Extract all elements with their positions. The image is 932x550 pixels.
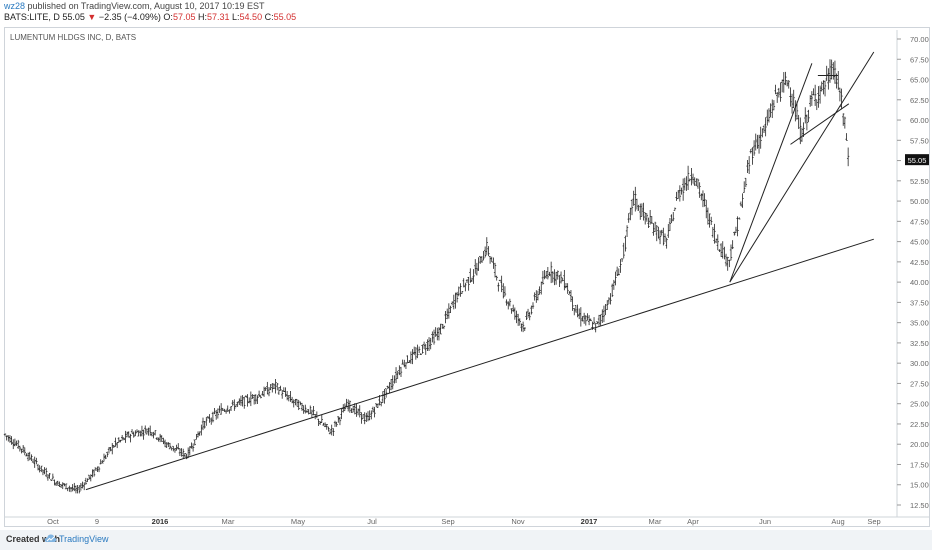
time-axis[interactable]: Oct 9 2016 Mar May Jul Sep Nov 2017 Mar Apr Jun Aug S… (47, 517, 881, 526)
time-tick-label: Nov (511, 517, 525, 526)
price-tick-label: 15.00 (910, 481, 929, 490)
publish-info: wz28 published on TradingView.com, Augus… (4, 1, 265, 11)
price-tick-label: 70.00 (910, 35, 929, 44)
price-tick-label: 45.00 (910, 238, 929, 247)
price-tick-label: 62.50 (910, 96, 929, 105)
time-tick-label: 9 (95, 517, 99, 526)
time-tick-label: Oct (47, 517, 60, 526)
trendline (790, 103, 850, 145)
price-tick-label: 60.00 (910, 116, 929, 125)
close-value: 55.05 (273, 12, 297, 22)
price-axis[interactable]: 70.0067.5065.0062.5060.0057.5055.0052.50… (897, 35, 929, 510)
ohlc-bars (3, 59, 850, 494)
tradingview-cloud-icon[interactable] (44, 533, 57, 544)
time-tick-label: Mar (222, 517, 235, 526)
low-value: 54.50 (239, 12, 263, 22)
trendline (729, 63, 813, 283)
time-tick-label: Aug (831, 517, 844, 526)
time-tick-label: 2017 (581, 517, 598, 526)
trendlines (85, 51, 875, 491)
time-tick-label: Jul (367, 517, 377, 526)
time-tick-label: Apr (687, 517, 699, 526)
price-tick-label: 52.50 (910, 177, 929, 186)
last-price-tag-bg (905, 154, 929, 166)
price-tick-label: 22.50 (910, 420, 929, 429)
time-tick-label: May (291, 517, 305, 526)
price-tick-label: 25.00 (910, 400, 929, 409)
time-tick-label: 2016 (152, 517, 169, 526)
tradingview-link[interactable]: TradingView (59, 534, 109, 544)
price-tick-label: 37.50 (910, 298, 929, 307)
time-tick-label: Sep (867, 517, 880, 526)
footer: Created with TradingView (0, 530, 932, 550)
price-tick-label: 57.50 (910, 136, 929, 145)
symbol-label: BATS:LITE, D (4, 12, 60, 22)
open-value: 57.05 (172, 12, 196, 22)
quote-line: BATS:LITE, D 55.05 ▼ −2.35 (−4.09%) O:57… (4, 12, 296, 22)
price-tick-label: 47.50 (910, 217, 929, 226)
price-tick-label: 42.50 (910, 258, 929, 267)
open-label: O: (163, 12, 173, 22)
time-tick-label: Jun (759, 517, 771, 526)
price-tick-label: 17.50 (910, 460, 929, 469)
price-tick-label: 32.50 (910, 339, 929, 348)
close-label: C: (264, 12, 274, 22)
price-tick-label: 40.00 (910, 278, 929, 287)
price-tick-label: 30.00 (910, 359, 929, 368)
publish-text: published on TradingView.com, August 10,… (27, 1, 265, 11)
price-tick-label: 27.50 (910, 379, 929, 388)
price-tick-label: 12.50 (910, 501, 929, 510)
chart-pane[interactable] (4, 27, 930, 527)
price-tick-label: 50.00 (910, 197, 929, 206)
high-label: H: (197, 12, 207, 22)
price-tick-label: 67.50 (910, 55, 929, 64)
last-price-tag: 55.05 (905, 154, 929, 166)
chart-title: LUMENTUM HLDGS INC, D, BATS (10, 33, 136, 42)
trendline (729, 51, 875, 283)
author-link[interactable]: wz28 (4, 1, 26, 11)
high-value: 57.31 (206, 12, 230, 22)
price-tick-label: 20.00 (910, 440, 929, 449)
price-tick-label: 35.00 (910, 319, 929, 328)
chart-header: wz28 published on TradingView.com, Augus… (0, 0, 932, 24)
down-arrow-icon: ▼ (87, 12, 97, 22)
last-price-tag-label: 55.05 (908, 156, 927, 165)
price-change: −2.35 (−4.09%) (98, 12, 161, 22)
trendline (85, 238, 874, 491)
time-tick-label: Sep (441, 517, 454, 526)
time-tick-label: Mar (649, 517, 662, 526)
price-tick-label: 65.00 (910, 76, 929, 85)
last-price: 55.05 (62, 12, 85, 22)
created-with-label: Created with (6, 534, 61, 544)
low-label: L: (232, 12, 240, 22)
